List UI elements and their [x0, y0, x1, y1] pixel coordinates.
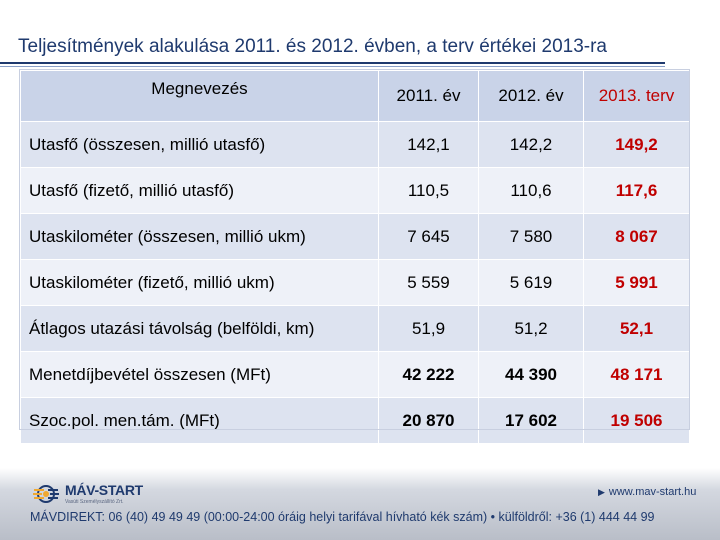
logo-text: MÁV-START: [65, 482, 143, 498]
slide-title: Teljesítmények alakulása 2011. és 2012. …: [18, 36, 607, 57]
contact-info: MÁVDIREKT: 06 (40) 49 49 49 (00:00-24:00…: [30, 510, 655, 524]
value-2012: 44 390: [478, 351, 584, 398]
table-row: Utasfő (összesen, millió utasfő) 142,1 1…: [20, 121, 690, 168]
header-2011: 2011. év: [378, 70, 479, 122]
row-label: Utaskilométer (fizető, millió ukm): [20, 259, 379, 306]
winged-wheel-logo-icon: [33, 485, 59, 503]
table-row: Utaskilométer (fizető, millió ukm) 5 559…: [20, 259, 690, 306]
value-2011: 110,5: [378, 167, 479, 214]
value-2012: 17 602: [478, 397, 584, 444]
value-2012: 142,2: [478, 121, 584, 168]
value-2013-plan: 117,6: [583, 167, 690, 214]
value-2012: 7 580: [478, 213, 584, 260]
row-label: Szoc.pol. men.tám. (MFt): [20, 397, 379, 444]
table-header-row: Megnevezés 2011. év 2012. év 2013. terv: [20, 70, 690, 122]
value-2011: 51,9: [378, 305, 479, 352]
table-row: Utaskilométer (összesen, millió ukm) 7 6…: [20, 213, 690, 260]
row-label: Utasfő (fizető, millió utasfő): [20, 167, 379, 214]
row-label: Utaskilométer (összesen, millió ukm): [20, 213, 379, 260]
header-2012: 2012. év: [478, 70, 584, 122]
value-2013-plan: 149,2: [583, 121, 690, 168]
value-2011: 42 222: [378, 351, 479, 398]
value-2013-plan: 8 067: [583, 213, 690, 260]
value-2013-plan: 48 171: [583, 351, 690, 398]
table-row: Menetdíjbevétel összesen (MFt) 42 222 44…: [20, 351, 690, 398]
value-2011: 5 559: [378, 259, 479, 306]
value-2013-plan: 5 991: [583, 259, 690, 306]
table-row: Átlagos utazási távolság (belföldi, km) …: [20, 305, 690, 352]
website-link[interactable]: ▶ www.mav-start.hu: [598, 486, 696, 498]
header-2013-plan: 2013. terv: [583, 70, 690, 122]
performance-table: Megnevezés 2011. év 2012. év 2013. terv …: [20, 70, 690, 444]
logo-subtitle: Vasúti Személyszállító Zrt.: [65, 499, 124, 505]
footer-bar: MÁV-START Vasúti Személyszállító Zrt. ▶ w…: [0, 468, 720, 540]
value-2012: 5 619: [478, 259, 584, 306]
header-name: Megnevezés: [20, 70, 379, 122]
value-2011: 142,1: [378, 121, 479, 168]
table-row: Utasfő (fizető, millió utasfő) 110,5 110…: [20, 167, 690, 214]
title-underline-thin: [0, 66, 665, 67]
table-row: Szoc.pol. men.tám. (MFt) 20 870 17 602 1…: [20, 397, 690, 444]
value-2011: 20 870: [378, 397, 479, 444]
row-label: Menetdíjbevétel összesen (MFt): [20, 351, 379, 398]
row-label: Átlagos utazási távolság (belföldi, km): [20, 305, 379, 352]
value-2013-plan: 52,1: [583, 305, 690, 352]
value-2012: 51,2: [478, 305, 584, 352]
row-label: Utasfő (összesen, millió utasfő): [20, 121, 379, 168]
value-2013-plan: 19 506: [583, 397, 690, 444]
arrow-right-icon: ▶: [598, 487, 605, 497]
value-2011: 7 645: [378, 213, 479, 260]
website-text: www.mav-start.hu: [608, 486, 697, 498]
title-underline: [0, 62, 665, 64]
value-2012: 110,6: [478, 167, 584, 214]
mav-start-logo[interactable]: MÁV-START Vasúti Személyszállító Zrt.: [32, 480, 143, 510]
